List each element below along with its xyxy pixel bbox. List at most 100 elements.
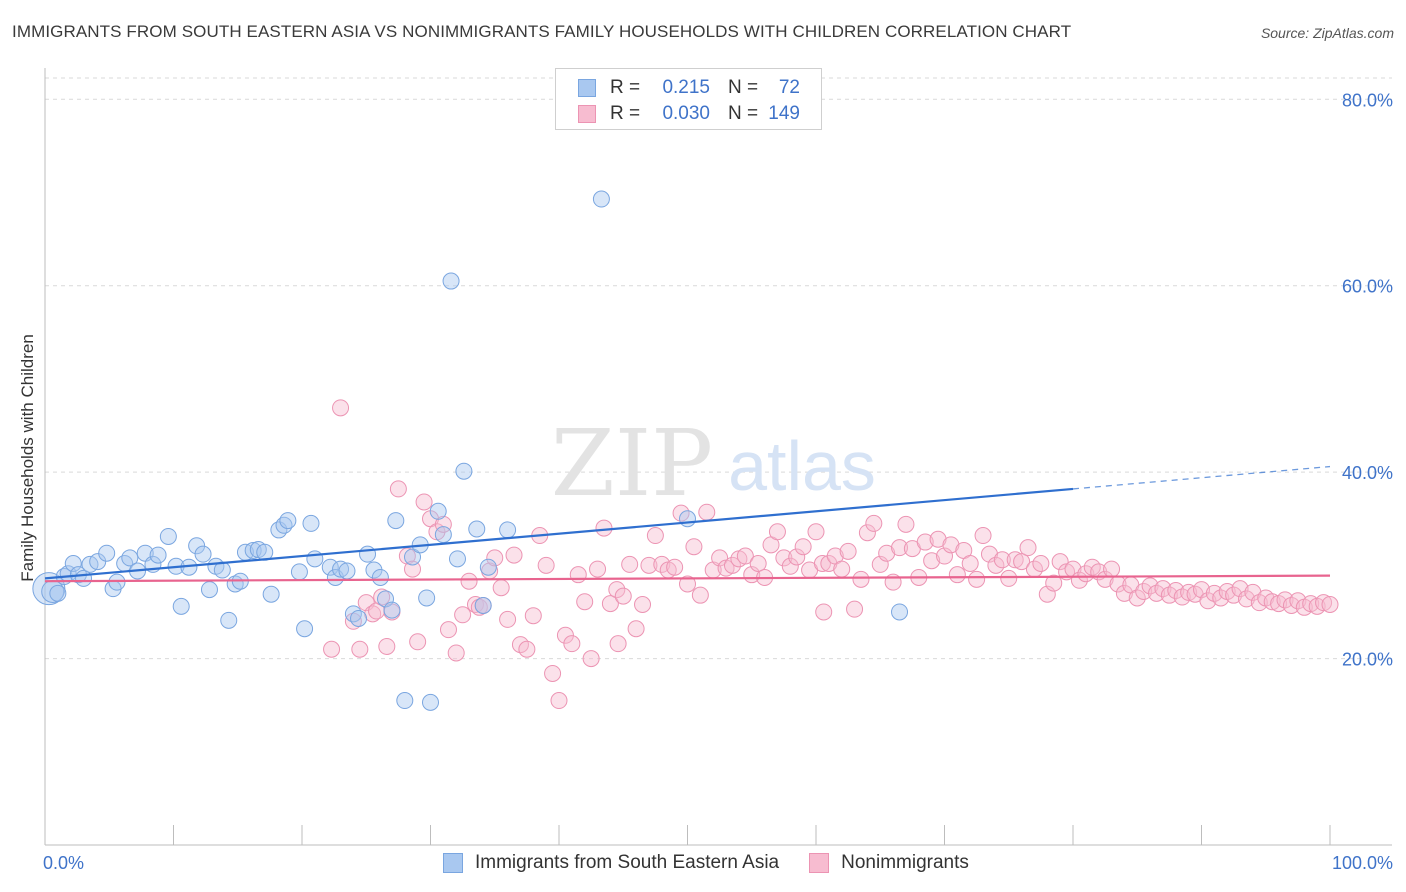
data-point-nonimmigrants	[332, 399, 350, 417]
data-point-immigrants	[468, 520, 486, 538]
data-point-immigrants	[418, 589, 436, 607]
data-point-nonimmigrants	[736, 547, 754, 565]
legend-r-label: R =	[610, 103, 641, 124]
data-point-immigrants	[479, 558, 497, 576]
data-point-nonimmigrants	[1180, 583, 1198, 601]
legend-swatch-blue	[578, 79, 596, 97]
bottom-legend-nonimmigrants: Nonimmigrants	[809, 852, 969, 874]
data-point-nonimmigrants	[916, 533, 934, 551]
data-point-immigrants	[338, 562, 356, 580]
data-point-nonimmigrants	[711, 549, 729, 567]
y-tick-label: 60.0%	[1342, 277, 1393, 297]
data-point-nonimmigrants	[679, 575, 696, 593]
data-point-nonimmigrants	[415, 493, 433, 511]
trend-line-immigrants	[44, 487, 1074, 580]
data-point-immigrants	[350, 609, 368, 627]
data-point-immigrants	[172, 597, 190, 615]
data-point-nonimmigrants	[846, 600, 864, 618]
data-point-immigrants	[359, 545, 377, 563]
data-point-immigrants	[270, 521, 288, 539]
legend-n-value: 149	[768, 103, 800, 124]
data-point-nonimmigrants	[897, 515, 915, 533]
y-tick-label: 20.0%	[1342, 650, 1393, 670]
data-point-nonimmigrants	[749, 554, 767, 572]
data-point-nonimmigrants	[672, 504, 690, 522]
data-point-nonimmigrants	[698, 503, 716, 521]
data-point-immigrants	[332, 560, 350, 578]
bottom-legend-immigrants: Immigrants from South Eastern Asia	[443, 852, 779, 874]
data-point-nonimmigrants	[609, 635, 627, 653]
data-point-immigrants	[429, 502, 447, 520]
bottom-swatch-blue	[443, 853, 463, 873]
legend-n-value: 72	[778, 77, 800, 98]
immigrants-points	[32, 190, 909, 711]
data-point-nonimmigrants	[351, 640, 369, 658]
data-point-immigrants	[159, 527, 177, 545]
data-point-nonimmigrants	[589, 560, 607, 578]
data-point-nonimmigrants	[961, 554, 979, 572]
data-point-nonimmigrants	[1032, 554, 1050, 572]
data-point-nonimmigrants	[1006, 551, 1024, 569]
data-point-immigrants	[306, 550, 324, 568]
data-point-nonimmigrants	[556, 626, 574, 644]
legend-n-label: N =	[728, 103, 759, 124]
data-point-immigrants	[383, 601, 401, 619]
data-point-nonimmigrants	[993, 551, 1011, 569]
data-point-nonimmigrants	[537, 556, 555, 574]
data-point-nonimmigrants	[447, 644, 465, 662]
data-point-nonimmigrants	[595, 519, 613, 537]
data-point-immigrants	[194, 545, 212, 563]
data-point-immigrants	[188, 537, 206, 555]
data-point-nonimmigrants	[1135, 582, 1153, 600]
data-point-immigrants	[98, 544, 116, 562]
data-point-immigrants	[891, 603, 909, 621]
data-point-nonimmigrants	[634, 596, 652, 614]
data-point-nonimmigrants	[378, 637, 396, 655]
data-point-nonimmigrants	[942, 536, 960, 554]
data-point-nonimmigrants	[807, 523, 825, 541]
data-point-nonimmigrants	[614, 587, 632, 605]
data-point-immigrants	[422, 693, 439, 711]
bottom-legend-label-nonimmigrants: Nonimmigrants	[841, 852, 969, 873]
data-point-nonimmigrants	[460, 572, 478, 590]
data-point-nonimmigrants	[929, 530, 947, 548]
legend-r-value: 0.030	[662, 103, 710, 124]
data-point-nonimmigrants	[1000, 569, 1018, 587]
data-point-nonimmigrants	[923, 552, 941, 570]
data-point-immigrants	[64, 554, 82, 572]
data-point-immigrants	[279, 512, 297, 530]
x-tick-label: 0.0%	[43, 853, 84, 873]
data-point-immigrants	[448, 550, 466, 568]
data-point-nonimmigrants	[499, 610, 517, 628]
data-point-immigrants	[442, 272, 460, 290]
data-point-nonimmigrants	[794, 538, 812, 556]
bottom-swatch-pink	[809, 853, 830, 873]
trend-line-nonimmigrants	[44, 574, 1331, 583]
data-point-nonimmigrants	[1154, 580, 1172, 598]
data-point-immigrants	[108, 573, 126, 591]
data-point-nonimmigrants	[968, 570, 986, 588]
data-point-nonimmigrants	[781, 557, 799, 575]
data-point-nonimmigrants	[1212, 589, 1230, 607]
data-point-nonimmigrants	[524, 607, 542, 625]
data-point-nonimmigrants	[1276, 591, 1294, 609]
y-tick-label: 40.0%	[1342, 463, 1393, 483]
data-point-nonimmigrants	[1237, 590, 1255, 608]
data-point-nonimmigrants	[833, 560, 851, 578]
data-point-nonimmigrants	[685, 538, 703, 556]
y-tick-label: 80.0%	[1342, 90, 1393, 110]
data-point-nonimmigrants	[1096, 570, 1114, 588]
data-point-immigrants	[344, 605, 362, 623]
data-point-nonimmigrants	[1315, 594, 1333, 612]
data-point-immigrants	[262, 585, 280, 603]
bottom-legend: Immigrants from South Eastern Asia Nonim…	[443, 852, 999, 874]
data-point-immigrants	[371, 568, 389, 586]
data-point-nonimmigrants	[563, 635, 581, 653]
data-point-nonimmigrants	[601, 595, 619, 613]
data-point-nonimmigrants	[404, 560, 422, 578]
data-point-nonimmigrants	[344, 612, 362, 630]
data-point-nonimmigrants	[505, 546, 523, 564]
data-point-nonimmigrants	[409, 633, 427, 651]
data-point-nonimmigrants	[621, 555, 639, 573]
